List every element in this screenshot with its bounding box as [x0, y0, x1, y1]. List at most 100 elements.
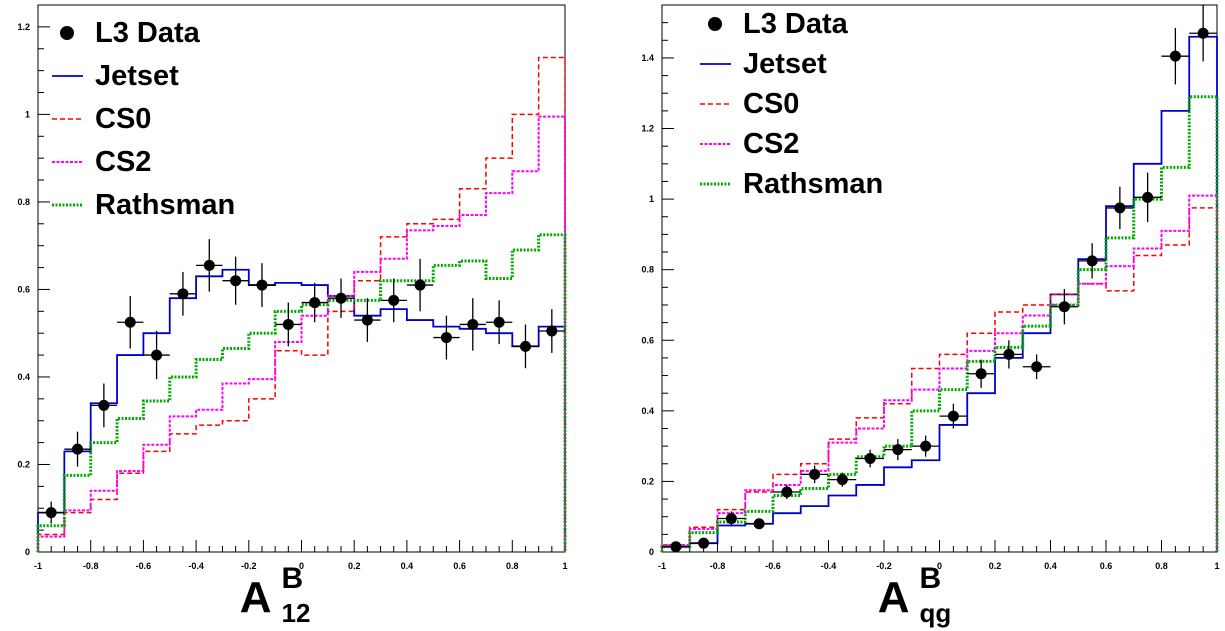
- x-tick-label: -0.6: [765, 561, 781, 571]
- x-label-sup: B: [282, 562, 304, 595]
- data-point: [1058, 301, 1070, 313]
- legend-label-cs2: CS2: [95, 146, 151, 178]
- legend: L3 Data Jetset CS0 CS2 Rathsman: [700, 8, 883, 200]
- x-tick-label: 0.2: [989, 561, 1002, 571]
- legend-label-data: L3 Data: [95, 17, 201, 49]
- data-point: [1086, 255, 1098, 267]
- x-tick-label: 0.4: [1044, 561, 1057, 571]
- y-tick-label: 1.4: [641, 53, 654, 63]
- data-point: [947, 410, 959, 422]
- x-tick-label: 0: [299, 561, 304, 571]
- data-point: [309, 297, 321, 309]
- y-tick-label: 1.2: [17, 22, 30, 32]
- x-tick-label: -1: [34, 561, 42, 571]
- data-point: [230, 275, 242, 287]
- legend-label-data: L3 Data: [743, 8, 849, 40]
- x-tick-label: -1: [658, 561, 666, 571]
- x-tick-label: 0.2: [348, 561, 361, 571]
- data-point: [1031, 361, 1043, 373]
- x-tick-label: 1: [562, 561, 567, 571]
- x-tick-label: 0.8: [1155, 561, 1168, 571]
- legend-label-cs0: CS0: [95, 103, 151, 135]
- data-point: [519, 340, 531, 352]
- legend-label-cs2: CS2: [743, 128, 799, 160]
- x-tick-label: 1: [1214, 561, 1219, 571]
- x-tick-label: -0.8: [83, 561, 99, 571]
- x-tick-label: -0.2: [241, 561, 257, 571]
- y-tick-label: 1: [25, 109, 30, 119]
- x-tick-label: 0.6: [1100, 561, 1113, 571]
- data-point: [414, 279, 426, 291]
- x-label-main: A: [240, 573, 272, 622]
- y-axis: 0 0.2 0.4 0.6 0.8 1 1.2: [17, 4, 50, 557]
- data-point: [1169, 50, 1181, 62]
- data-point: [809, 468, 821, 480]
- data-point: [1197, 27, 1209, 39]
- data-point: [45, 507, 57, 519]
- x-label-main: A: [878, 573, 910, 622]
- data-point: [388, 294, 400, 306]
- legend-label-cs0: CS0: [743, 88, 799, 120]
- data-point: [203, 259, 215, 271]
- y-tick-label: 0.8: [641, 265, 654, 275]
- x-axis-label: A Bqg: [878, 562, 952, 628]
- legend-label-rathsman: Rathsman: [95, 189, 235, 221]
- series-line-cs2: [37, 115, 566, 552]
- x-label-sub: 12: [282, 598, 311, 628]
- data-point: [698, 537, 710, 549]
- data-point: [151, 349, 163, 361]
- y-tick-label: 1: [649, 194, 654, 204]
- series-line-cs0: [661, 207, 1218, 552]
- y-tick-label: 0: [649, 547, 654, 557]
- y-tick-label: 0.2: [17, 459, 30, 469]
- x-tick-label: -0.4: [188, 561, 204, 571]
- x-axis: -1 -0.8 -0.6 -0.4 -0.2 0 0.2 0.4 0.6 0.8 1: [658, 540, 1220, 571]
- data-point: [256, 279, 268, 291]
- data-point: [670, 541, 682, 553]
- legend-label-jetset: Jetset: [95, 60, 179, 92]
- legend-marker-data: [60, 26, 74, 40]
- y-tick-label: 1.2: [641, 124, 654, 134]
- x-tick-label: -0.6: [136, 561, 152, 571]
- legend-label-rathsman: Rathsman: [743, 168, 883, 200]
- data-point: [467, 318, 479, 330]
- data-point: [1003, 348, 1015, 360]
- y-tick-label: 0: [25, 547, 30, 557]
- data-point: [440, 332, 452, 344]
- data-point: [753, 518, 765, 530]
- x-tick-label: -0.2: [876, 561, 892, 571]
- data-point: [124, 316, 136, 328]
- y-tick-label: 0.2: [641, 476, 654, 486]
- y-axis: 0 0.2 0.4 0.6 0.8 1 1.2 1.4: [641, 4, 674, 557]
- data-point: [1114, 202, 1126, 214]
- x-tick-label: 0: [937, 561, 942, 571]
- data-point: [98, 399, 110, 411]
- legend: L3 Data Jetset CS0 CS2 Rathsman: [52, 17, 235, 221]
- y-tick-label: 0.8: [17, 197, 30, 207]
- legend-label-jetset: Jetset: [743, 48, 827, 80]
- y-tick-label: 0.6: [17, 284, 30, 294]
- x-tick-label: -0.4: [821, 561, 837, 571]
- data-points-l3: [662, 5, 1217, 553]
- x-tick-label: 0.8: [506, 561, 519, 571]
- x-label-sub: qg: [920, 598, 952, 628]
- x-tick-label: 0.4: [401, 561, 414, 571]
- x-axis-label: A B12: [240, 562, 311, 628]
- data-point: [725, 512, 737, 524]
- data-point: [920, 440, 932, 452]
- chart-a12: -1 -0.8 -0.6 -0.4 -0.2 0 0.2 0.4 0.6 0.8 100.20.40…: [17, 4, 568, 628]
- x-label-sup: B: [920, 562, 942, 595]
- chart-aqg: -1 -0.8 -0.6 -0.4 -0.2 0 0.2 0.4 0.6 0.8 100.20.40…: [641, 4, 1220, 628]
- data-point: [864, 452, 876, 464]
- chart-panel-left: -1 -0.8 -0.6 -0.4 -0.2 0 0.2 0.4 0.6 0.8 1 0 0.2 0.4 0…: [0, 0, 612, 631]
- data-point: [892, 444, 904, 456]
- data-point: [546, 325, 558, 337]
- chart-panel-right: -1 -0.8 -0.6 -0.4 -0.2 0 0.2 0.4 0.6 0.8 1 0 0.2 0.4 0…: [612, 0, 1225, 631]
- data-point: [361, 314, 373, 326]
- series-line-jetset: [37, 268, 566, 552]
- data-point: [177, 288, 189, 300]
- series-line-cs2: [661, 194, 1218, 552]
- data-point: [493, 316, 505, 328]
- series-line-rathsman: [660, 95, 1219, 552]
- x-tick-label: -0.8: [710, 561, 726, 571]
